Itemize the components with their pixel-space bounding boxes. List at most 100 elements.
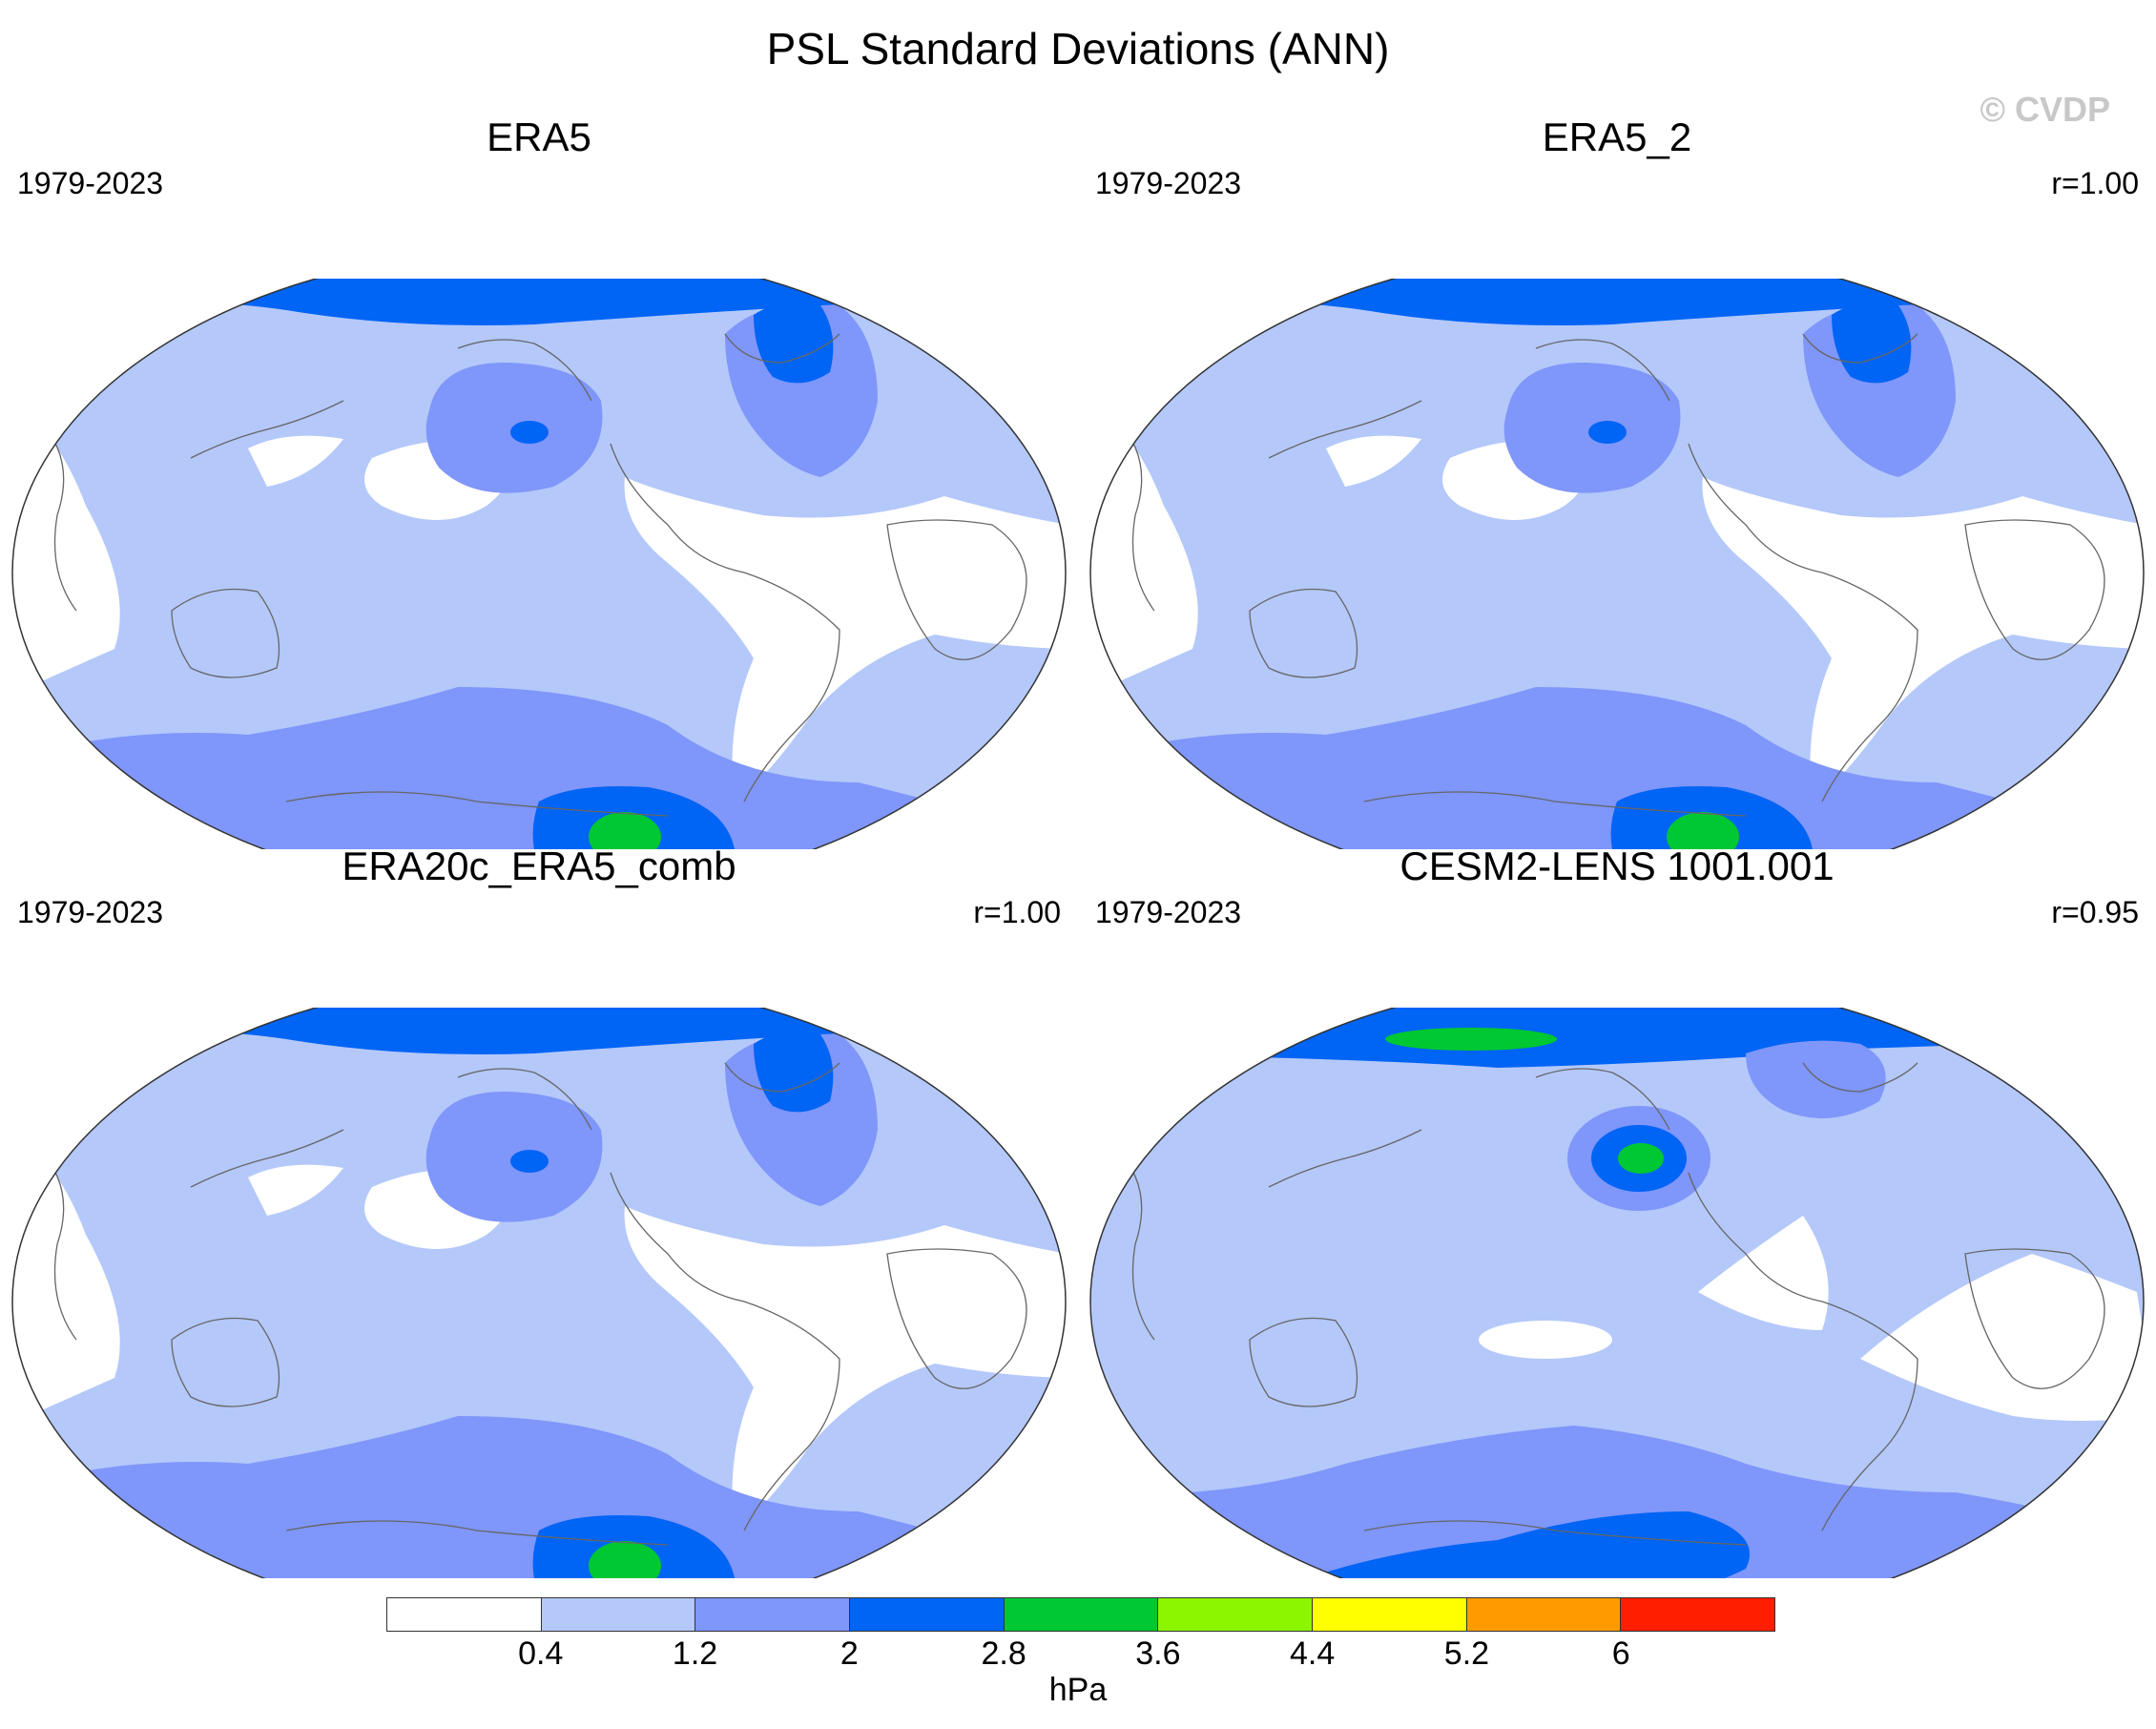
colorbar-swatch — [1621, 1597, 1776, 1632]
colorbar-units: hPa — [1048, 1672, 1108, 1708]
colorbar-swatch — [1158, 1597, 1314, 1632]
colorbar-tick-label: 3.6 — [1135, 1635, 1181, 1672]
contour-level-2.8-3.6 — [1618, 1143, 1664, 1174]
contour-level-1.2-2 — [1746, 1040, 1886, 1118]
contour-level-2-2.8 — [1090, 1008, 2144, 1068]
colorbar-tick-label: 4.4 — [1290, 1635, 1336, 1672]
colorbar-swatch — [850, 1597, 1005, 1632]
map-canvas — [1089, 1008, 2145, 1578]
coastline — [1268, 400, 1422, 459]
panel-years: 1979-2023 — [1095, 895, 1242, 929]
low-variability-region — [1326, 435, 1421, 487]
coastline — [37, 1148, 77, 1341]
coastline — [457, 339, 592, 402]
credit-watermark: © CVDP — [1980, 90, 2110, 129]
contour-level-2-2.8 — [1994, 1569, 2144, 1578]
low-variability-region — [624, 477, 1066, 802]
coastline — [285, 1520, 669, 1546]
panel-title: ERA5 — [487, 115, 591, 159]
coastline — [1535, 1068, 1670, 1131]
colorbar-swatch — [1313, 1597, 1467, 1632]
colorbar — [386, 1597, 1776, 1632]
coastline — [190, 400, 344, 459]
coastline — [171, 1317, 280, 1407]
map-panel-era20c: ERA20c_ERA5_comb 1979-2023 r=1.00 — [0, 844, 1078, 1578]
colorbar-tick-label: 2 — [840, 1635, 859, 1672]
panel-correlation: r=1.00 — [973, 895, 1061, 929]
contour-level-1.2-2 — [1090, 687, 2144, 849]
coastline — [1115, 419, 1155, 612]
contour-level-2-2.8 — [1832, 302, 1912, 384]
panel-years: 1979-2023 — [1095, 166, 1242, 200]
coastline — [1535, 339, 1670, 402]
map-panel-era5: ERA5 1979-2023 — [0, 115, 1078, 849]
colorbar-tick-label: 5.2 — [1443, 1635, 1490, 1672]
coastline — [457, 1068, 592, 1131]
colorbar-tick-label: 2.8 — [981, 1635, 1026, 1672]
contour-field — [1090, 279, 2144, 849]
contour-level-2.8-3.6 — [589, 1541, 661, 1578]
coastline — [1802, 333, 1918, 364]
coastline — [886, 519, 1027, 660]
coastline — [1688, 1172, 1918, 1531]
contour-level-2.8-3.6 — [589, 812, 661, 849]
panel-title: CESM2-LENS 1001.001 — [1399, 844, 1835, 888]
coastline — [610, 443, 840, 802]
colorbar-swatch — [541, 1597, 696, 1632]
contour-level-2-2.8 — [510, 421, 549, 444]
contour-field — [12, 279, 1066, 849]
coastlines — [1115, 1062, 2105, 1546]
low-variability-region — [1479, 1321, 1612, 1359]
contour-field — [12, 1008, 1066, 1578]
coastline — [724, 333, 840, 364]
coastline — [886, 1248, 1027, 1389]
low-variability-region — [1702, 477, 2144, 802]
panel-correlation: r=0.95 — [2051, 895, 2139, 929]
coastline — [724, 1062, 840, 1093]
coastline — [190, 1129, 344, 1188]
low-variability-region — [624, 1206, 1066, 1531]
panel-title: ERA5_2 — [1542, 115, 1692, 159]
map-canvas — [1089, 279, 2145, 849]
colorbar-swatch — [695, 1597, 851, 1632]
map-outline — [1089, 279, 2145, 849]
low-variability-region — [248, 1164, 343, 1216]
colorbar-swatch — [386, 1597, 542, 1632]
contour-level-2-2.8 — [12, 279, 1066, 325]
contour-level-2-2.8 — [1090, 279, 2144, 325]
contour-level-1.2-2 — [12, 1416, 1066, 1578]
figure-title: PSL Standard Deviations (ANN) — [766, 24, 1390, 73]
coastline — [1249, 588, 1358, 678]
panel-years: 1979-2023 — [17, 895, 164, 929]
coastline — [1363, 1520, 1747, 1546]
colorbar-swatch — [1004, 1597, 1159, 1632]
contour-level-2.8-3.6 — [1667, 812, 1739, 849]
coastline — [610, 1172, 840, 1531]
low-variability-region — [1860, 1254, 2144, 1421]
contour-level-2.8-3.6 — [1385, 1028, 1557, 1051]
low-variability-region — [248, 435, 343, 487]
contour-level-2-2.8 — [1588, 421, 1627, 444]
coastline — [1964, 519, 2105, 660]
coastline — [1115, 1148, 1155, 1341]
colorbar-ticks: 0.4 1.2 2 2.8 3.6 4.4 5.2 6 — [386, 1635, 1775, 1674]
coastlines — [1115, 333, 2105, 817]
map-outline — [11, 1008, 1067, 1578]
coastline — [37, 419, 77, 612]
coastlines — [37, 333, 1027, 817]
coastline — [285, 791, 669, 817]
map-canvas — [11, 279, 1067, 849]
map-outline — [11, 279, 1067, 849]
panel-years: 1979-2023 — [17, 166, 164, 200]
coastline — [1363, 791, 1747, 817]
colorbar-tick-label: 0.4 — [518, 1635, 564, 1672]
colorbar-tick-label: 6 — [1611, 1635, 1630, 1672]
coastline — [1268, 1129, 1422, 1188]
contour-level-1.2-2 — [12, 687, 1066, 849]
map-panel-era5-2: ERA5_2 1979-2023 r=1.00 — [1078, 115, 2156, 849]
map-canvas — [11, 1008, 1067, 1578]
panel-title: ERA20c_ERA5_comb — [342, 844, 736, 888]
map-panel-cesm2: CESM2-LENS 1001.001 1979-2023 r=0.95 — [1078, 844, 2156, 1578]
contour-level-2-2.8 — [510, 1150, 549, 1173]
colorbar-tick-label: 1.2 — [672, 1635, 718, 1672]
